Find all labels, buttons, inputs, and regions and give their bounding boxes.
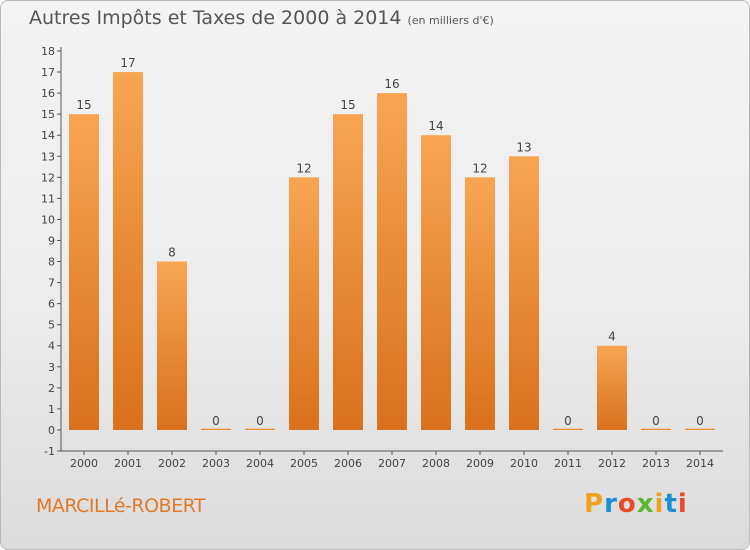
bar: [377, 93, 407, 430]
x-tick-label: 2007: [378, 457, 406, 470]
chart-subtitle: (en milliers d'€): [407, 14, 494, 27]
bar: [421, 135, 451, 430]
bar: [69, 114, 99, 430]
x-tick-label: 2012: [598, 457, 626, 470]
bar: [157, 261, 187, 430]
data-label: 0: [212, 414, 220, 428]
data-label: 16: [384, 77, 399, 91]
bar: [245, 428, 275, 430]
y-tick-label: 12: [41, 171, 55, 184]
logo-letter: P: [584, 489, 605, 519]
logo-letter: i: [654, 489, 665, 519]
data-label: 15: [76, 98, 91, 112]
data-label: 14: [428, 119, 443, 133]
chart-title-text: Autres Impôts et Taxes de 2000 à 2014: [29, 7, 402, 29]
data-label: 4: [608, 330, 616, 344]
x-tick-label: 2000: [70, 457, 98, 470]
bar: [685, 428, 715, 430]
bar: [333, 114, 363, 430]
y-tick-label: 3: [48, 361, 55, 374]
y-tick-label: 14: [41, 129, 55, 142]
x-tick-label: 2003: [202, 457, 230, 470]
y-tick-label: 10: [41, 213, 55, 226]
bar: [597, 345, 627, 430]
y-tick-label: 2: [48, 382, 55, 395]
commune-name: MARCILLé-ROBERT: [36, 495, 206, 517]
logo-letter: t: [664, 489, 678, 519]
x-tick-label: 2013: [642, 457, 670, 470]
logo-letter: i: [677, 489, 688, 519]
x-tick-label: 2011: [554, 457, 582, 470]
y-tick-label: 1: [48, 403, 55, 416]
y-tick-label: 13: [41, 150, 55, 163]
data-label: 0: [652, 414, 660, 428]
bar: [113, 72, 143, 430]
y-tick-label: 0: [48, 424, 55, 437]
x-tick-label: 2010: [510, 457, 538, 470]
y-tick-label: 7: [48, 277, 55, 290]
data-label: 17: [120, 56, 135, 70]
bar: [465, 177, 495, 430]
x-tick-label: 2006: [334, 457, 362, 470]
y-tick-label: 15: [41, 108, 55, 121]
bar: [509, 156, 539, 430]
x-tick-label: 2005: [290, 457, 318, 470]
y-tick-label: 17: [41, 66, 55, 79]
logo-letter: x: [636, 489, 655, 519]
y-tick-label: 9: [48, 234, 55, 247]
data-label: 0: [696, 414, 704, 428]
bar: [201, 428, 231, 430]
data-label: 12: [472, 161, 487, 175]
bar: [289, 177, 319, 430]
y-tick-label: 11: [41, 192, 55, 205]
bar: [553, 428, 583, 430]
y-tick-label: 16: [41, 87, 55, 100]
y-tick-label: 8: [48, 256, 55, 269]
data-label: 8: [168, 246, 176, 260]
chart-title: Autres Impôts et Taxes de 2000 à 2014 (en…: [29, 7, 494, 29]
y-tick-label: 4: [48, 340, 55, 353]
y-tick-label: 5: [48, 319, 55, 332]
bar: [641, 428, 671, 430]
x-tick-label: 2009: [466, 457, 494, 470]
data-label: 13: [516, 140, 531, 154]
data-label: 15: [340, 98, 355, 112]
x-tick-label: 2008: [422, 457, 450, 470]
y-tick-label: -1: [44, 445, 55, 458]
data-label: 0: [256, 414, 264, 428]
data-label: 12: [296, 161, 311, 175]
y-tick-label: 6: [48, 298, 55, 311]
x-tick-label: 2004: [246, 457, 274, 470]
data-label: 0: [564, 414, 572, 428]
x-tick-label: 2001: [114, 457, 142, 470]
proxiti-logo: Proxiti: [584, 489, 688, 519]
logo-letter: o: [617, 489, 637, 519]
x-tick-label: 2014: [686, 457, 714, 470]
logo-letter: r: [604, 489, 618, 519]
x-tick-label: 2002: [158, 457, 186, 470]
y-tick-label: 18: [41, 45, 55, 58]
